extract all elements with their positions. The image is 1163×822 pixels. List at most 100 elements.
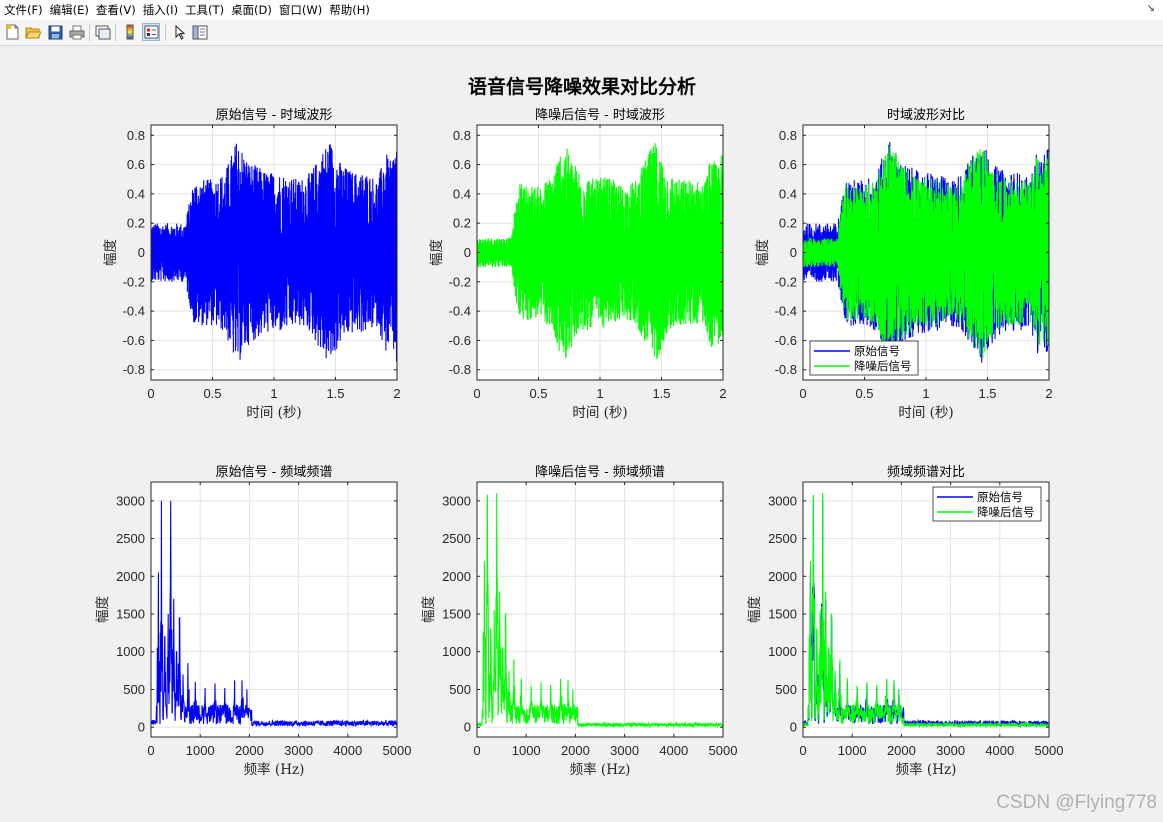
y-tick-label: 500 (775, 682, 797, 697)
menu-file[interactable]: 文件(F) (4, 3, 43, 17)
menu-bar: 文件(F) 编辑(E) 查看(V) 插入(I) 工具(T) 桌面(D) 窗口(W… (0, 0, 1163, 20)
series-line (803, 145, 1049, 359)
x-tick-label: 1.5 (652, 386, 670, 401)
toolbar-separator (89, 24, 90, 41)
x-tick-label: 5000 (1035, 743, 1064, 758)
folder-open-icon (25, 27, 41, 39)
edit-plot-button[interactable] (171, 23, 189, 41)
y-tick-label: 1000 (768, 644, 797, 659)
x-tick-label: 2000 (235, 743, 264, 758)
menu-help[interactable]: 帮助(H) (329, 3, 370, 17)
x-tick-label: 0 (799, 743, 806, 758)
y-axis-label: 幅度 (103, 239, 119, 266)
open-file-button[interactable] (24, 23, 42, 41)
legend-label: 降噪后信号 (977, 505, 1035, 519)
figure-canvas: 语音信号降噪效果对比分析 0 0.5 1 1.5 2 -0.8 -0.6 -0.4 -0.2 0 0… (0, 46, 1163, 822)
y-tick-label: 3000 (442, 493, 471, 508)
axes-box (476, 481, 724, 738)
x-tick-label: 1 (596, 386, 603, 401)
y-tick-label: 0.6 (127, 157, 145, 172)
y-tick-label: 0 (464, 720, 471, 735)
y-tick-label: 0.8 (453, 128, 471, 143)
chart-title: 原始信号 - 时域波形 (216, 108, 333, 123)
x-tick-label: 2 (719, 386, 726, 401)
watermark: CSDN @Flying778 (996, 792, 1157, 813)
figure-title: 语音信号降噪效果对比分析 (468, 75, 696, 98)
y-axis-label: 幅度 (755, 239, 771, 266)
y-tick-label: 0 (790, 720, 797, 735)
legend-label: 原始信号 (977, 490, 1023, 504)
x-axis-label: 频率 (Hz) (896, 761, 957, 778)
y-tick-label: -0.2 (775, 274, 797, 289)
y-tick-label: 0.8 (779, 128, 797, 143)
new-figure-button[interactable] (3, 23, 21, 41)
print-button[interactable] (68, 23, 86, 41)
y-tick-label: 500 (123, 682, 145, 697)
x-tick-label: 4000 (333, 743, 362, 758)
x-tick-label: 0.5 (529, 386, 547, 401)
menu-desktop[interactable]: 桌面(D) (231, 3, 272, 17)
y-tick-label: 0 (464, 245, 471, 260)
colorbar-button[interactable] (121, 23, 139, 41)
y-axis-label: 幅度 (429, 239, 445, 266)
new-file-icon (6, 24, 18, 40)
chart-den-time: 0 0.5 1 1.5 2 -0.8 -0.6 -0.4 -0.2 0 0.2 0.4 0.6 0.8 降噪… (429, 108, 727, 421)
link-plot-icon (95, 25, 111, 39)
property-inspector-button[interactable] (191, 23, 209, 41)
y-tick-label: 2500 (116, 531, 145, 546)
pointer-arrow-icon (175, 24, 186, 40)
printer-icon (69, 25, 85, 39)
y-tick-label: 1000 (442, 644, 471, 659)
y-tick-label: -0.6 (449, 333, 471, 348)
y-tick-label: -0.4 (775, 304, 797, 319)
x-tick-label: 2000 (561, 743, 590, 758)
series-line (477, 143, 723, 360)
y-tick-label: -0.8 (775, 362, 797, 377)
x-tick-label: 2 (393, 386, 400, 401)
y-axis-label: 幅度 (95, 596, 111, 623)
axes-box (150, 481, 398, 738)
menu-tools[interactable]: 工具(T) (185, 3, 225, 17)
save-button[interactable] (46, 23, 64, 41)
y-axis-label: 幅度 (747, 596, 763, 623)
y-axis-label: 幅度 (421, 596, 437, 623)
x-tick-label: 5000 (383, 743, 412, 758)
chart-cmp-time: 0 0.5 1 1.5 2 -0.8 -0.6 -0.4 -0.2 0 0.2 0.4 0.6 0.8 时域… (755, 108, 1053, 421)
figure-toolbar (0, 20, 1163, 46)
plot-area (151, 482, 397, 737)
toolbar-separator (115, 24, 116, 41)
x-tick-label: 3000 (284, 743, 313, 758)
y-tick-label: 3000 (116, 493, 145, 508)
x-axis-label: 时间 (秒) (246, 405, 301, 421)
chart-orig-time: 0 0.5 1 1.5 2 -0.8 -0.6 -0.4 -0.2 0 0.2 0.4 0.6 0.8 原始… (103, 108, 401, 421)
undock-arrow-icon[interactable]: ↘ (1146, 3, 1155, 14)
chart-title: 原始信号 - 频域频谱 (216, 465, 333, 480)
legend-box (932, 486, 1042, 522)
menu-edit[interactable]: 编辑(E) (49, 3, 89, 17)
plot-area (803, 482, 1049, 737)
y-tick-label: -0.4 (123, 304, 145, 319)
legend-box (809, 340, 919, 376)
y-tick-label: -0.6 (775, 333, 797, 348)
series-line (803, 493, 1049, 729)
link-plot-button[interactable] (94, 23, 112, 41)
chart-title: 时域波形对比 (887, 108, 965, 123)
y-tick-label: 2000 (116, 569, 145, 584)
y-tick-label: 0.6 (779, 157, 797, 172)
x-tick-label: 1000 (838, 743, 867, 758)
y-tick-label: -0.8 (123, 362, 145, 377)
menu-insert[interactable]: 插入(I) (142, 3, 179, 17)
menu-window[interactable]: 窗口(W) (278, 3, 323, 17)
x-tick-label: 0 (147, 743, 154, 758)
x-tick-label: 3000 (936, 743, 965, 758)
series-line (151, 143, 397, 362)
y-tick-label: 0.2 (779, 216, 797, 231)
y-tick-label: 0.8 (127, 128, 145, 143)
y-tick-label: -0.4 (449, 304, 471, 319)
y-tick-label: 2000 (768, 569, 797, 584)
x-tick-label: 0.5 (855, 386, 873, 401)
legend-button[interactable] (142, 23, 160, 41)
y-tick-label: 0 (138, 245, 145, 260)
menu-view[interactable]: 查看(V) (95, 3, 136, 17)
